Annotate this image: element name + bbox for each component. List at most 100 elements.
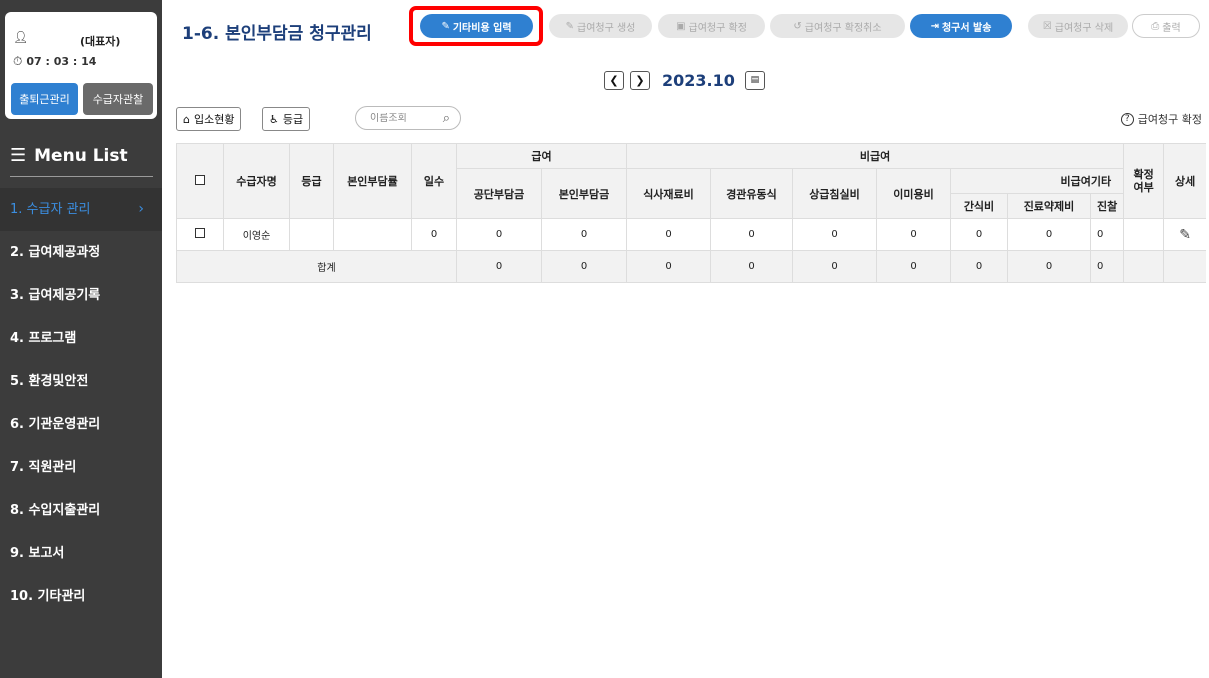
sidebar-item-program[interactable]: 4. 프로그램 xyxy=(0,317,162,360)
search-box: ⌕ xyxy=(355,106,461,130)
confirm-claim-button[interactable]: ▣ 급여청구 확정 xyxy=(658,14,765,38)
timer-icon: ⏱︎ xyxy=(13,54,23,68)
sidebar-item-staff[interactable]: 7. 직원관리 xyxy=(0,446,162,489)
cell-upper-room: 0 xyxy=(792,218,877,251)
date-navigator: ❮ ❯ 2023.10 ▤ xyxy=(604,70,765,90)
pencil-icon: ✎ xyxy=(565,20,574,32)
sum-confirmed xyxy=(1123,250,1165,283)
sum-medical: 0 xyxy=(1007,250,1091,283)
chevron-right-icon: ❯ xyxy=(635,73,645,87)
other-cost-button[interactable]: ✎ 기타비용 입력 xyxy=(420,14,533,38)
delete-claim-button[interactable]: ☒ 급여청구 삭제 xyxy=(1028,14,1128,38)
cell-medical: 0 xyxy=(1007,218,1091,251)
search-icon[interactable]: ⌕ xyxy=(442,110,450,126)
claims-table-wrapper: 수급자명 등급 본인부담률 일수 급여 비급여 확정 여부 상세 공단부담금 본… xyxy=(176,143,1206,283)
sum-self: 0 xyxy=(541,250,627,283)
sidebar-item-provision-process[interactable]: 2. 급여제공과정 xyxy=(0,231,162,274)
cell-detail: ✎ xyxy=(1163,218,1206,251)
col-meal: 식사재료비 xyxy=(626,168,711,219)
cell-public: 0 xyxy=(456,218,542,251)
row-checkbox[interactable] xyxy=(195,228,205,238)
cell-rate xyxy=(333,218,412,251)
attendance-button[interactable]: 출퇴근관리 xyxy=(11,83,78,115)
sidebar-item-provision-record[interactable]: 3. 급여제공기록 xyxy=(0,274,162,317)
col-snack: 간식비 xyxy=(950,193,1008,219)
admission-status-button[interactable]: ⌂ 입소현황 xyxy=(176,107,242,131)
select-all-header xyxy=(176,143,224,219)
sidebar-item-label: 2. 급여제공과정 xyxy=(10,245,101,260)
sidebar-item-safety[interactable]: 5. 환경및안전 xyxy=(0,360,162,403)
clock: ⏱︎ 07 : 03 : 14 xyxy=(13,54,96,69)
confirm-claim-label: 급여청구 확정 xyxy=(688,22,747,34)
cell-meal: 0 xyxy=(626,218,711,251)
sidebar-item-label: 3. 급여제공기록 xyxy=(10,288,101,303)
sidebar-item-etc[interactable]: 10. 기타관리 xyxy=(0,575,162,618)
sum-snack: 0 xyxy=(950,250,1008,283)
sum-row: 합계 0 0 0 0 0 0 0 0 0 xyxy=(176,250,1206,283)
col-name: 수급자명 xyxy=(223,143,290,219)
col-group-non-benefit: 비급여 xyxy=(625,143,1125,169)
sidebar: 👤︎ (대표자) ⏱︎ 07 : 03 : 14 출퇴근관리 수급자관찰 ☰ M… xyxy=(0,0,162,678)
cancel-confirm-button[interactable]: ↺ 급여청구 확정취소 xyxy=(770,14,905,38)
menu-title-label: Menu List xyxy=(34,145,128,166)
cell-grade xyxy=(289,218,334,251)
prev-month-button[interactable]: ❮ xyxy=(604,70,624,90)
hamburger-icon: ☰ xyxy=(10,145,27,166)
sum-upper-room: 0 xyxy=(792,250,877,283)
delete-claim-label: 급여청구 삭제 xyxy=(1054,22,1114,34)
table-row[interactable]: 이영순 0 0 0 0 0 0 0 0 0 0 ✎ xyxy=(176,218,1206,251)
sidebar-item-recipient[interactable]: 1. 수급자 관리 › xyxy=(0,188,162,231)
sidebar-item-label: 4. 프로그램 xyxy=(10,331,77,346)
user-role: (대표자) xyxy=(80,35,121,48)
help-link[interactable]: ? 급여청구 확정 xyxy=(1120,111,1202,127)
chevron-right-icon: › xyxy=(138,201,144,217)
sum-detail xyxy=(1163,250,1206,283)
cell-tube: 0 xyxy=(710,218,793,251)
sidebar-item-report[interactable]: 9. 보고서 xyxy=(0,532,162,575)
select-all-checkbox[interactable] xyxy=(195,174,205,185)
sum-meal: 0 xyxy=(626,250,711,283)
chevron-left-icon: ❮ xyxy=(609,73,619,87)
help-label: 급여청구 확정 xyxy=(1137,113,1202,126)
cell-snack: 0 xyxy=(950,218,1008,251)
page-title: 1-6. 본인부담금 청구관리 xyxy=(182,24,372,44)
sidebar-item-label: 6. 기관운영관리 xyxy=(10,417,101,432)
sidebar-item-label: 8. 수입지출관리 xyxy=(10,503,101,518)
home-icon: ⌂ xyxy=(183,112,190,126)
sidebar-menu: 1. 수급자 관리 › 2. 급여제공과정 3. 급여제공기록 4. 프로그램 5… xyxy=(0,188,162,618)
col-hair: 이미용비 xyxy=(876,168,951,219)
cell-days: 0 xyxy=(411,218,457,251)
save-icon: ▣ xyxy=(676,20,686,32)
issue-invoice-button[interactable]: ⇥ 청구서 발송 xyxy=(910,14,1012,38)
sidebar-item-label: 7. 직원관리 xyxy=(10,460,77,475)
search-input[interactable] xyxy=(370,112,430,124)
pencil-icon: ✎ xyxy=(441,20,450,32)
col-grade: 등급 xyxy=(289,143,334,219)
col-detail: 상세 xyxy=(1163,143,1206,219)
sum-tube: 0 xyxy=(710,250,793,283)
row-select-cell xyxy=(176,218,224,251)
sidebar-item-operation[interactable]: 6. 기관운영관리 xyxy=(0,403,162,446)
sum-label: 합계 xyxy=(176,250,457,283)
clock-time: 07 : 03 : 14 xyxy=(26,55,97,68)
edit-icon[interactable]: ✎ xyxy=(1179,226,1191,243)
person-icon: 👤︎ xyxy=(13,30,29,44)
send-icon: ⇥ xyxy=(930,20,939,32)
sidebar-item-label: 10. 기타관리 xyxy=(10,589,86,604)
observation-button[interactable]: 수급자관찰 xyxy=(83,83,153,115)
undo-icon: ↺ xyxy=(793,20,802,32)
question-icon: ? xyxy=(1120,112,1134,126)
cell-confirmed xyxy=(1123,218,1165,251)
create-claim-button[interactable]: ✎ 급여청구 생성 xyxy=(549,14,652,38)
grade-button[interactable]: ♿︎ 등급 xyxy=(262,107,311,131)
sidebar-item-finance[interactable]: 8. 수입지출관리 xyxy=(0,489,162,532)
next-month-button[interactable]: ❯ xyxy=(630,70,650,90)
calendar-button[interactable]: ▤ xyxy=(744,70,765,90)
sidebar-item-label: 9. 보고서 xyxy=(10,546,65,561)
highlight-box xyxy=(409,6,543,46)
sum-hair: 0 xyxy=(876,250,951,283)
cell-name: 이영순 xyxy=(223,218,290,251)
print-button[interactable]: ⎙ 출력 xyxy=(1132,14,1200,38)
col-rate: 본인부담률 xyxy=(333,143,412,219)
sum-exam: 0 xyxy=(1089,250,1125,283)
